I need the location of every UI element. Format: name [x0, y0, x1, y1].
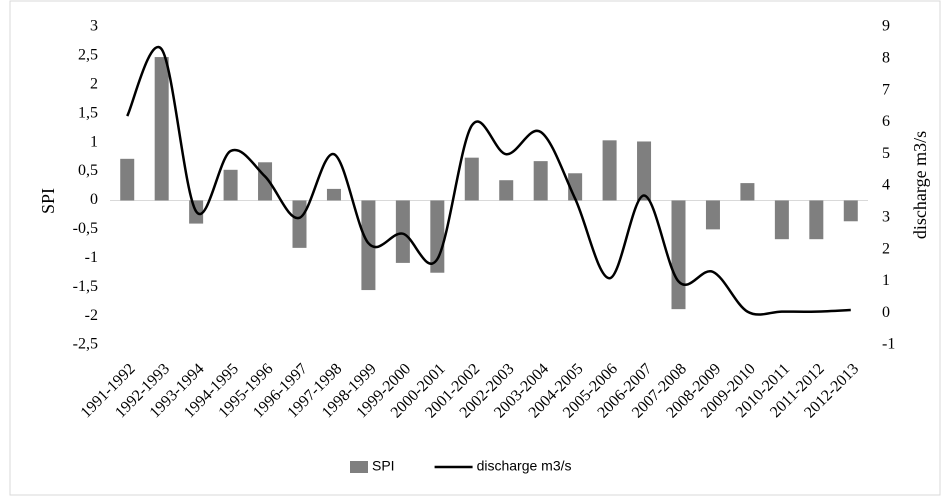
y2-tick-label: 8 — [882, 49, 890, 66]
y2-tick-label: 3 — [882, 208, 890, 225]
line — [126, 45, 851, 316]
y2-tick-label: 2 — [882, 240, 890, 257]
y2-tick-label: 1 — [882, 272, 890, 289]
y2-tick-label: 5 — [882, 145, 890, 162]
y-tick-label: -2,5 — [73, 336, 98, 353]
legend-label: discharge m3/s — [477, 458, 572, 474]
bar — [671, 200, 686, 310]
y-axis-label: SPI — [38, 188, 58, 214]
y-tick-label: -1,5 — [73, 278, 98, 295]
y2-axis-label: discharge m3/s — [910, 131, 930, 239]
y-tick-label: 3 — [90, 18, 98, 35]
chart-frame — [9, 0, 941, 496]
y-tick-label: 1,5 — [78, 104, 98, 121]
y-tick-label: -2 — [85, 307, 98, 324]
bar — [843, 200, 858, 222]
bar — [361, 200, 376, 291]
bar — [602, 140, 617, 201]
bar — [223, 169, 238, 201]
legend-label: SPI — [372, 458, 395, 474]
bar — [430, 200, 445, 273]
bar — [774, 200, 789, 240]
bar — [809, 200, 824, 240]
legend-swatch — [350, 461, 368, 473]
y-tick-label: 1 — [90, 133, 98, 150]
bar — [292, 200, 307, 248]
bar — [154, 57, 169, 201]
y-tick-label: 2 — [90, 75, 98, 92]
y-tick-label: 0 — [90, 191, 98, 208]
y-tick-label: 0,5 — [78, 162, 98, 179]
bar — [326, 188, 341, 201]
bar — [395, 200, 410, 263]
y2-tick-label: -1 — [882, 336, 895, 353]
bar — [705, 200, 720, 230]
y2-tick-label: 9 — [882, 18, 890, 35]
bar — [740, 183, 755, 201]
y2-tick-label: 4 — [882, 177, 890, 194]
y-tick-label: 2,5 — [78, 47, 98, 64]
bar — [637, 141, 652, 201]
y2-tick-label: 7 — [882, 81, 890, 98]
bar — [464, 157, 479, 201]
y2-tick-label: 0 — [882, 304, 890, 321]
bar — [499, 180, 514, 201]
bar — [533, 161, 548, 201]
y-tick-label: -1 — [85, 249, 98, 266]
y-tick-label: -0,5 — [73, 220, 98, 237]
y2-tick-label: 6 — [882, 113, 890, 130]
bar — [120, 158, 135, 201]
